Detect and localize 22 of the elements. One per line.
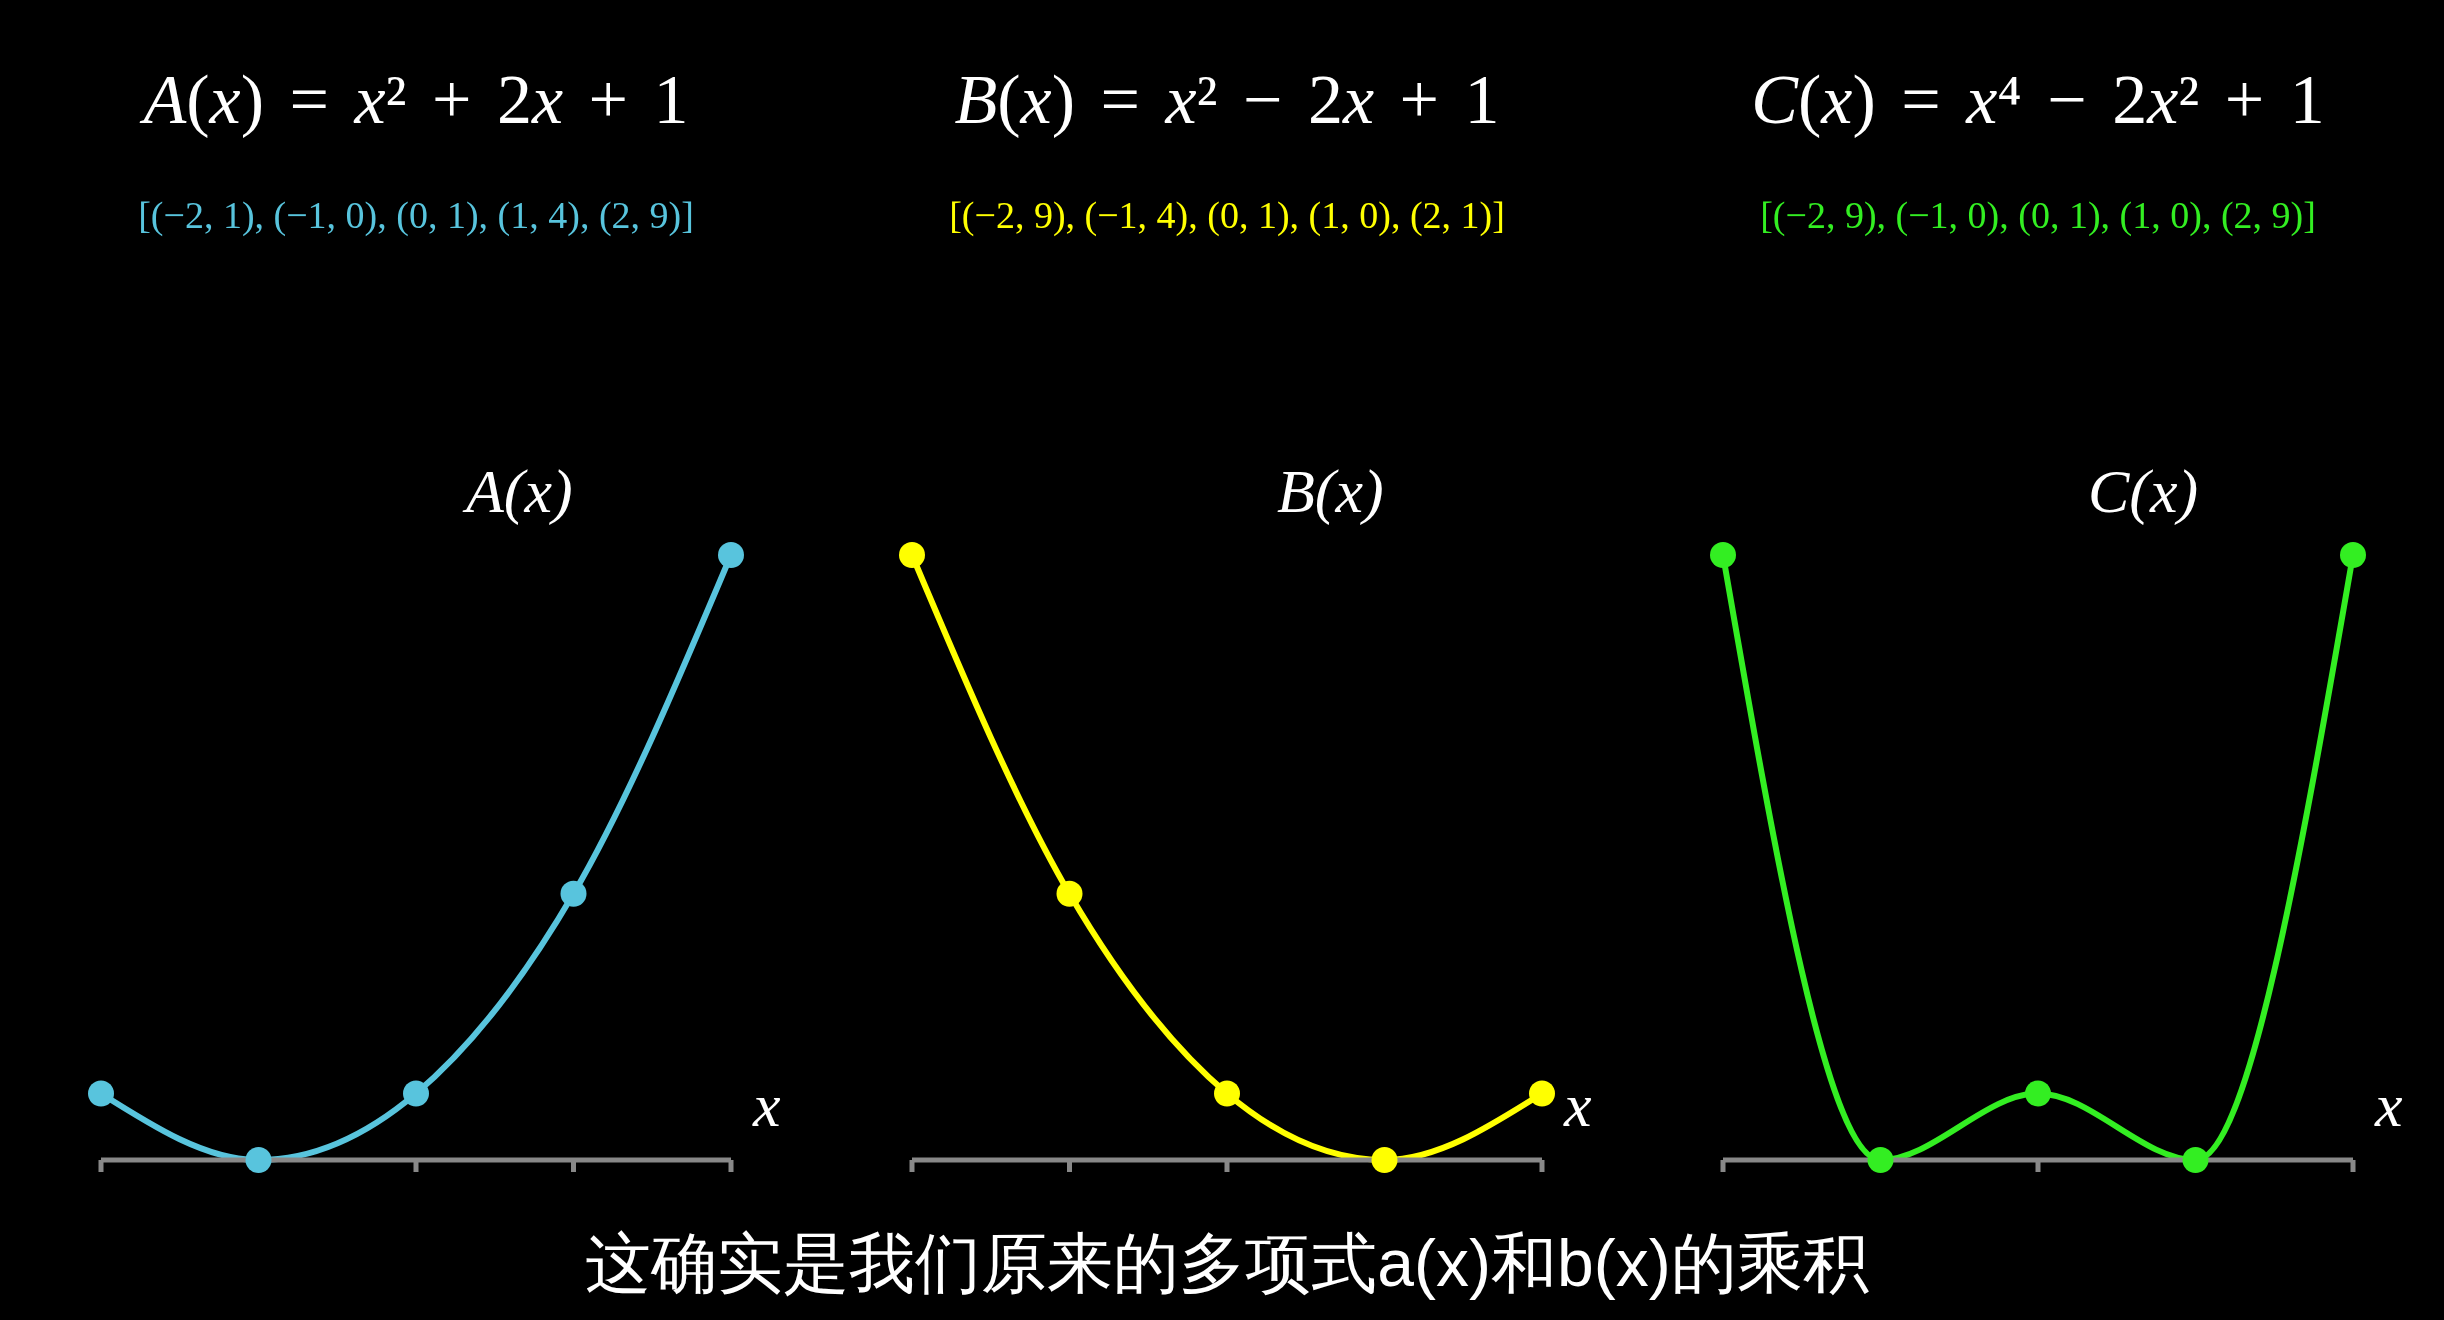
point — [1371, 1147, 1398, 1173]
y-axis-title: C(x) — [2088, 456, 2199, 527]
point — [88, 1080, 114, 1107]
chart-title: C(x) = x⁴ − 2x² + 1 — [1750, 60, 2326, 140]
chart-title: B(x) = x² − 2x + 1 — [953, 60, 1501, 140]
chart-subtitle: [(−2, 1), (−1, 0), (0, 1), (1, 4), (2, 9)] — [137, 193, 695, 238]
point — [1529, 1080, 1555, 1107]
chart-title: A(x) = x² + 2x + 1 — [138, 60, 690, 140]
point — [1056, 880, 1083, 907]
point — [245, 1147, 272, 1173]
chart-subtitle: [(−2, 9), (−1, 0), (0, 1), (1, 0), (2, 9)] — [1759, 193, 2317, 238]
chart-subtitle: [(−2, 9), (−1, 4), (0, 1), (1, 0), (2, 1)] — [948, 193, 1506, 238]
x-axis-title: x — [1564, 1070, 1592, 1141]
x-axis-title: x — [753, 1070, 781, 1141]
point — [899, 542, 925, 568]
y-axis-title: B(x) — [1277, 456, 1384, 527]
point — [560, 880, 587, 907]
text: 这确实是我们原来的多项式a(x)和b(x)的乘积 — [584, 1225, 1870, 1302]
point — [1214, 1080, 1240, 1107]
point — [403, 1080, 429, 1107]
point — [718, 542, 744, 568]
x-axis-title: x — [2375, 1070, 2403, 1141]
